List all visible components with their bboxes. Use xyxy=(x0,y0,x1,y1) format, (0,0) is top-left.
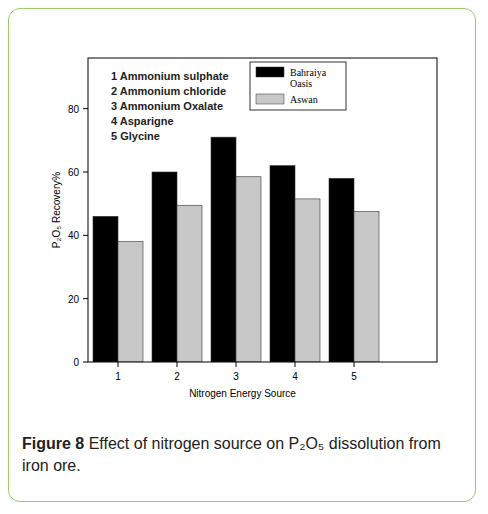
caption: Figure 8 Effect of nitrogen source on P₂… xyxy=(22,433,462,477)
bar xyxy=(295,199,320,362)
legend-swatch xyxy=(256,94,284,104)
annotation: 4 Asparigne xyxy=(111,115,174,127)
y-tick-label: 40 xyxy=(68,230,80,241)
bar xyxy=(354,212,379,362)
y-axis-label: P₂O₅ Recovery% xyxy=(51,172,62,248)
y-tick-label: 20 xyxy=(68,294,80,305)
bar xyxy=(211,137,236,362)
legend-label: BahraiyaOasis xyxy=(290,67,327,89)
x-tick xyxy=(118,362,119,367)
y-tick xyxy=(83,298,88,299)
y-tick xyxy=(83,362,88,363)
y-tick xyxy=(83,108,88,109)
x-axis-label: Nitrogen Energy Source xyxy=(189,388,296,399)
bar xyxy=(177,205,202,362)
y-tick-label: 0 xyxy=(73,357,79,368)
bar xyxy=(270,166,295,362)
bar xyxy=(236,177,261,362)
x-tick xyxy=(354,362,355,367)
bar xyxy=(329,178,354,362)
x-tick-label: 4 xyxy=(292,371,298,382)
x-tick xyxy=(236,362,237,367)
x-tick xyxy=(295,362,296,367)
x-tick-label: 5 xyxy=(351,371,357,382)
bar xyxy=(93,216,118,362)
x-tick xyxy=(177,362,178,367)
bar xyxy=(152,172,177,362)
y-tick-label: 60 xyxy=(68,167,80,178)
legend-label: Aswan xyxy=(290,94,318,105)
caption-text: Effect of nitrogen source on P₂O₅ dissol… xyxy=(22,435,441,474)
annotation: 2 Ammonium chloride xyxy=(111,85,226,97)
y-tick-label: 80 xyxy=(68,104,80,115)
legend-label-line: Bahraiya xyxy=(290,67,327,78)
y-tick xyxy=(83,235,88,236)
legend-swatch xyxy=(256,67,284,77)
legend-label-line: Oasis xyxy=(290,78,312,89)
bar xyxy=(118,242,143,362)
plot-frame xyxy=(88,58,437,362)
x-tick-label: 3 xyxy=(233,371,239,382)
annotation: 1 Ammonium sulphate xyxy=(111,70,229,82)
caption-title: Figure 8 xyxy=(22,435,84,452)
legend-box xyxy=(250,62,346,110)
y-tick xyxy=(83,172,88,173)
annotation: 5 Glycine xyxy=(111,130,160,142)
x-tick-label: 2 xyxy=(174,371,180,382)
x-tick-label: 1 xyxy=(115,371,121,382)
bars xyxy=(93,137,379,362)
annotation: 3 Ammonium Oxalate xyxy=(111,100,223,112)
